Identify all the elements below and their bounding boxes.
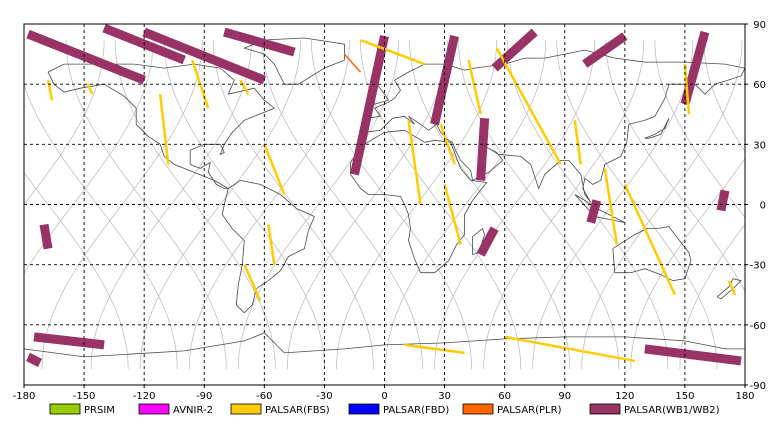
legend: PRSIM AVNIR-2 PALSAR(FBS) PALSAR(FBD) PALSAR… <box>49 403 720 416</box>
legend-label: PALSAR(FBS) <box>265 405 330 416</box>
fbs-strip <box>467 59 482 115</box>
fbs-strip <box>239 79 250 95</box>
legend-swatch <box>462 403 494 415</box>
fbs-strip <box>267 224 276 265</box>
fbs-strip <box>727 280 737 296</box>
grid-lines <box>24 24 745 385</box>
fbs-strip <box>263 143 286 195</box>
fbs-strip <box>439 123 456 165</box>
fbs-strip <box>86 83 94 95</box>
wb-swath <box>25 352 43 367</box>
coastline <box>574 194 625 223</box>
orbit-track <box>212 40 374 370</box>
orbit-track <box>507 40 669 370</box>
orbit-track <box>90 40 252 370</box>
y-tick-label: 0 <box>760 201 766 212</box>
fbs-strips <box>46 38 737 363</box>
fbs-strip <box>407 120 422 205</box>
plr-strip <box>343 53 362 73</box>
orbit-track <box>483 39 645 370</box>
legend-label: PALSAR(PLR) <box>497 405 562 416</box>
orbit-track <box>458 39 620 369</box>
coastline <box>47 63 276 189</box>
wb-swath <box>491 28 538 72</box>
fbs-strip <box>603 168 619 245</box>
x-tick-label: -180 <box>13 391 36 402</box>
wb-swath <box>586 199 602 224</box>
legend-label: AVNIR-2 <box>173 405 213 416</box>
wb-swath <box>33 332 105 350</box>
fbs-strip <box>623 183 677 296</box>
y-tick-label: -90 <box>750 381 766 392</box>
coastline <box>364 49 745 203</box>
coastline <box>644 118 670 139</box>
fbs-strip <box>404 343 465 355</box>
x-tick-label: 60 <box>498 391 511 402</box>
orbit-track <box>409 39 571 370</box>
y-tick-label: 30 <box>753 140 766 151</box>
orbit-track <box>163 39 325 369</box>
x-tick-label: 30 <box>438 391 451 402</box>
legend-swatch <box>589 403 621 415</box>
coastline <box>350 129 488 274</box>
y-tick-label: -30 <box>750 261 766 272</box>
wb-swath <box>644 344 742 366</box>
fbs-strip <box>495 47 562 165</box>
y-tick-label: 60 <box>753 80 766 91</box>
x-tick-label: -150 <box>73 391 96 402</box>
longitude-ticks: -180 -150 -120 -90 -60 -30 0 30 60 90 120 150 180 <box>13 385 755 402</box>
y-tick-label: 90 <box>753 20 766 31</box>
legend-swatch <box>230 403 262 415</box>
x-tick-label: -90 <box>196 391 212 402</box>
fbs-strip <box>158 94 170 165</box>
fbs-strip <box>243 264 262 302</box>
orbit-track <box>188 39 350 370</box>
wb-swath <box>350 35 389 176</box>
orbit-track <box>385 40 547 370</box>
plr-strips <box>343 53 362 73</box>
wb-swath <box>476 226 499 257</box>
fbs-strip <box>504 335 636 363</box>
x-tick-label: -30 <box>316 391 332 402</box>
x-tick-label: 150 <box>675 391 694 402</box>
legend-swatch <box>49 403 81 415</box>
legend-label: PALSAR(FBD) <box>383 405 449 416</box>
legend-label: PALSAR(WB1/WB2) <box>624 405 720 416</box>
x-tick-label: -120 <box>133 391 156 402</box>
wb-swath <box>582 32 628 68</box>
legend-swatch <box>348 403 380 415</box>
fbs-strip <box>360 38 425 66</box>
wb-swath <box>26 29 146 85</box>
wb-swath <box>39 223 53 250</box>
x-tick-label: 180 <box>735 391 754 402</box>
wb-swath <box>476 117 490 181</box>
latitude-ticks: 90 60 30 0 -30 -60 -90 <box>745 20 766 392</box>
orbit-track <box>434 39 596 369</box>
legend-label: PRSIM <box>84 405 115 416</box>
wb-swath <box>716 189 730 212</box>
orbit-track <box>703 39 745 152</box>
x-tick-label: 120 <box>615 391 634 402</box>
coastline <box>612 226 692 282</box>
x-tick-label: 0 <box>381 391 387 402</box>
fbs-strip <box>443 184 462 245</box>
x-tick-label: 90 <box>558 391 571 402</box>
x-tick-label: -60 <box>256 391 272 402</box>
fbs-strip <box>573 120 583 165</box>
fbs-strip <box>46 79 54 101</box>
legend-swatch <box>138 403 170 415</box>
orbit-track <box>139 39 301 369</box>
orbit-track <box>24 40 105 206</box>
coastline <box>221 179 315 314</box>
coastline <box>716 278 742 300</box>
wb-swath <box>223 27 296 57</box>
fbs-strip <box>683 64 691 115</box>
y-tick-label: -60 <box>750 321 766 332</box>
map-plot-area <box>24 24 745 385</box>
coastline <box>243 37 345 85</box>
orbit-track <box>679 223 745 370</box>
